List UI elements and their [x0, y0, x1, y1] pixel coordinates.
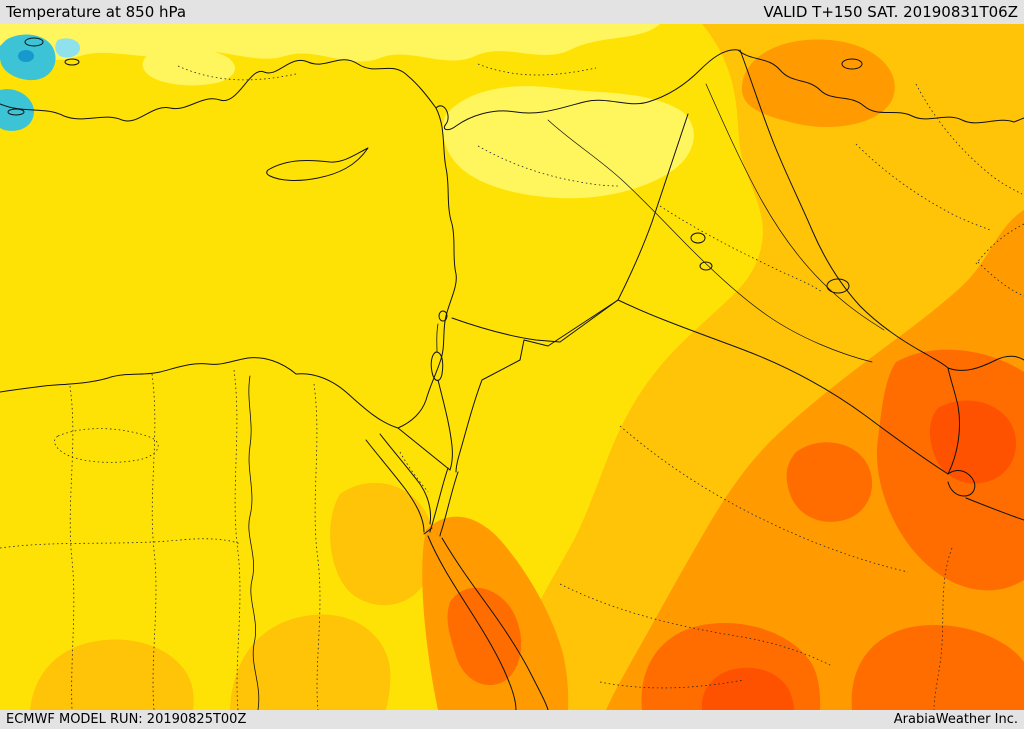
river-jordan — [436, 323, 439, 353]
temperature-map-svg — [0, 24, 1024, 710]
border-kuwait — [947, 470, 976, 497]
border-egypt-israel — [397, 427, 451, 471]
admin-boundary-dotted — [313, 383, 321, 710]
temp-region-cool-aegean-2 — [0, 89, 35, 131]
border-jordan-iraq — [559, 299, 619, 343]
temp-region-hot-core-east — [929, 400, 1016, 484]
valid-time-label: VALID T+150 SAT. 20190831T06Z — [763, 3, 1018, 21]
coastline-gulf-southeast — [965, 497, 1024, 521]
temp-region-pale-anatolia — [142, 48, 236, 86]
admin-boundary-dotted — [0, 538, 241, 549]
temp-layer-hottest — [701, 400, 1016, 710]
border-turkey-east — [737, 49, 1024, 124]
admin-boundary-dotted — [559, 583, 833, 667]
provider-label: ArabiaWeather Inc. — [893, 712, 1018, 727]
footer-bar: ECMWF MODEL RUN: 20190825T00Z ArabiaWeat… — [0, 710, 1024, 729]
admin-boundary-dotted — [477, 63, 597, 76]
border-iraq-saudi — [617, 299, 949, 475]
border-israel-jordan-south — [437, 379, 453, 471]
temp-region-amber-egypt-sw — [30, 639, 194, 710]
coastline-cyprus — [266, 147, 369, 181]
temp-region-hot-core-south — [701, 667, 794, 710]
admin-boundary-dotted — [619, 425, 909, 573]
lake-tharthar — [690, 232, 706, 244]
header-bar: Temperature at 850 hPa VALID T+150 SAT. … — [0, 0, 1024, 24]
admin-boundary-dotted — [975, 223, 1024, 265]
admin-boundary-dotted — [233, 369, 241, 710]
aegean-islet-3 — [7, 108, 25, 116]
aegean-islet-2 — [64, 58, 80, 66]
lake-iran — [826, 278, 850, 294]
coastline-gulf-of-suez-east — [379, 433, 431, 525]
coastline-egypt-north — [0, 357, 399, 429]
admin-boundary-dotted — [177, 65, 297, 81]
river-euphrates — [547, 119, 873, 363]
admin-boundary-dotted — [399, 451, 429, 493]
temp-region-cool-aegean-3 — [55, 38, 80, 58]
coastline-gulf-of-suez-west — [365, 439, 425, 533]
coastline-gulf-west — [947, 367, 961, 475]
map-title: Temperature at 850 hPa — [6, 3, 187, 21]
admin-boundary-dotted — [659, 205, 823, 293]
temp-region-deep-red-sea-core — [447, 587, 522, 686]
lake-razzaza — [699, 261, 713, 271]
border-syria-jordan — [451, 317, 561, 343]
admin-boundary-dotted — [151, 373, 157, 710]
aegean-islet-1 — [24, 37, 44, 47]
coastline-gulf-head — [947, 355, 1024, 371]
temp-region-amber-eastern-desert — [330, 482, 435, 606]
temp-region-deep-mid-patch — [786, 442, 873, 522]
admin-boundary-dotted — [54, 428, 159, 463]
admin-boundary-dotted — [855, 143, 991, 231]
lake-dead-sea — [430, 351, 444, 381]
admin-boundary-dotted — [977, 261, 1024, 297]
admin-boundary-layer — [0, 63, 1024, 710]
model-run-label: ECMWF MODEL RUN: 20190825T00Z — [6, 712, 247, 727]
coastline-red-sea-east — [441, 537, 549, 710]
border-syria-iraq — [617, 113, 689, 301]
border-layer — [0, 37, 1024, 710]
border-jordan-saudi — [455, 299, 619, 473]
temp-region-pale-jazira — [442, 86, 694, 199]
admin-boundary-dotted — [599, 679, 745, 689]
temp-region-orange-northeast — [741, 39, 895, 127]
temp-region-deep-bottom-right — [851, 624, 1024, 710]
admin-boundary-dotted — [933, 547, 953, 710]
coastline-gulf-of-aqaba-west — [429, 467, 449, 533]
coastline-gulf-of-aqaba-east — [439, 471, 459, 537]
map-canvas — [0, 24, 1024, 710]
temp-layer-pale-yellow — [0, 24, 694, 199]
temp-region-cool-aegean-core — [18, 50, 34, 62]
lake-van — [841, 58, 863, 70]
border-iraq-iran — [739, 49, 949, 369]
temp-region-amber-egypt-south — [230, 614, 391, 710]
border-turkey-syria — [435, 49, 739, 131]
coastline-turkey-south — [0, 59, 437, 122]
lake-galilee — [438, 310, 448, 322]
river-tigris — [705, 83, 885, 331]
coastline-levant — [397, 107, 457, 429]
river-nile — [248, 375, 260, 710]
coastline-red-sea-west — [427, 535, 517, 710]
admin-boundary-dotted — [915, 83, 1023, 195]
